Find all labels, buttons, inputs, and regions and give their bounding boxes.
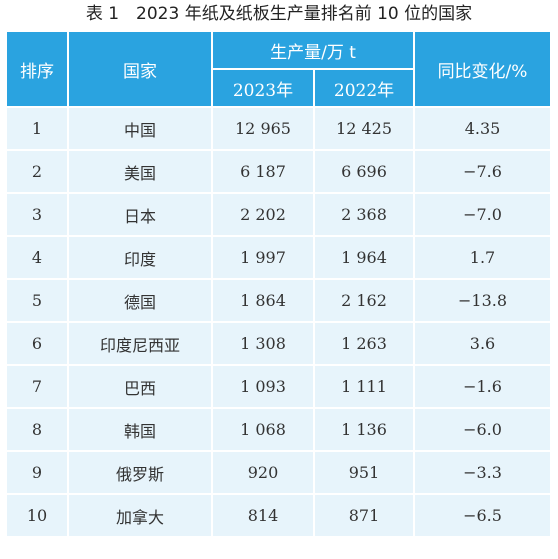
cell-2023: 6 187 xyxy=(211,149,315,194)
cell-country: 巴西 xyxy=(67,364,213,409)
cell-rank: 2 xyxy=(5,149,69,194)
cell-change: −1.6 xyxy=(413,364,553,409)
table-row: 8 韩国 1 068 1 136 −6.0 xyxy=(5,407,553,452)
table-row: 3 日本 2 202 2 368 −7.0 xyxy=(5,192,553,237)
cell-country: 俄罗斯 xyxy=(67,450,213,495)
cell-change: −7.6 xyxy=(413,149,553,194)
cell-rank: 4 xyxy=(5,235,69,280)
cell-change: 3.6 xyxy=(413,321,553,366)
cell-rank: 5 xyxy=(5,278,69,323)
header-row-top: 排序 国家 生产量/万 t 同比变化/% xyxy=(5,30,553,108)
cell-2022: 2 162 xyxy=(312,278,416,323)
table-row: 9 俄罗斯 920 951 −3.3 xyxy=(5,450,553,495)
cell-2023: 1 093 xyxy=(211,364,315,409)
cell-country: 德国 xyxy=(67,278,213,323)
cell-2022: 6 696 xyxy=(312,149,416,194)
header-rank: 排序 xyxy=(5,30,69,108)
table-row: 4 印度 1 997 1 964 1.7 xyxy=(5,235,553,280)
table-row: 1 中国 12 965 12 425 4.35 xyxy=(5,106,553,151)
cell-2022: 2 368 xyxy=(312,192,416,237)
cell-country: 韩国 xyxy=(67,407,213,452)
cell-country: 美国 xyxy=(67,149,213,194)
cell-country: 日本 xyxy=(67,192,213,237)
header-year-2023: 2023年 xyxy=(211,68,315,108)
table-row: 7 巴西 1 093 1 111 −1.6 xyxy=(5,364,553,409)
production-table: 排序 国家 生产量/万 t 同比变化/% 2023年 2022年 1 中国 12… xyxy=(5,30,553,538)
table-caption: 表 1 2023 年纸及纸板生产量排名前 10 位的国家 xyxy=(85,4,473,24)
header-row-years: 2023年 2022年 xyxy=(6,68,551,108)
cell-2023: 1 997 xyxy=(211,235,315,280)
cell-rank: 1 xyxy=(5,106,69,151)
cell-rank: 3 xyxy=(5,192,69,237)
cell-2023: 12 965 xyxy=(211,106,315,151)
cell-2022: 1 263 xyxy=(312,321,416,366)
cell-change: −13.8 xyxy=(413,278,553,323)
cell-2022: 1 136 xyxy=(312,407,416,452)
header-production: 生产量/万 t xyxy=(210,30,416,70)
cell-country: 中国 xyxy=(67,106,213,151)
cell-2022: 12 425 xyxy=(312,106,416,151)
cell-2023: 1 308 xyxy=(211,321,315,366)
table-row: 6 印度尼西亚 1 308 1 263 3.6 xyxy=(5,321,553,366)
table-row: 2 美国 6 187 6 696 −7.6 xyxy=(5,149,553,194)
header-country: 国家 xyxy=(67,30,213,108)
table-body: 1 中国 12 965 12 425 4.35 2 美国 6 187 6 696… xyxy=(5,106,553,538)
header-year-2022: 2022年 xyxy=(312,68,416,108)
cell-2023: 920 xyxy=(211,450,315,495)
cell-change: −6.0 xyxy=(413,407,553,452)
table-row: 10 加拿大 814 871 −6.5 xyxy=(5,493,553,538)
cell-2022: 1 111 xyxy=(312,364,416,409)
cell-2022: 1 964 xyxy=(312,235,416,280)
table-row: 5 德国 1 864 2 162 −13.8 xyxy=(5,278,553,323)
header-change: 同比变化/% xyxy=(413,30,553,108)
cell-2023: 1 864 xyxy=(211,278,315,323)
cell-change: −3.3 xyxy=(413,450,553,495)
cell-2022: 871 xyxy=(312,493,416,538)
cell-rank: 10 xyxy=(5,493,69,538)
cell-rank: 6 xyxy=(5,321,69,366)
cell-rank: 7 xyxy=(5,364,69,409)
cell-change: 1.7 xyxy=(413,235,553,280)
cell-2023: 814 xyxy=(211,493,315,538)
cell-2023: 1 068 xyxy=(211,407,315,452)
cell-rank: 8 xyxy=(5,407,69,452)
cell-change: −6.5 xyxy=(413,493,553,538)
cell-country: 印度 xyxy=(67,235,213,280)
cell-2022: 951 xyxy=(312,450,416,495)
cell-2023: 2 202 xyxy=(211,192,315,237)
cell-change: −7.0 xyxy=(413,192,553,237)
cell-rank: 9 xyxy=(5,450,69,495)
cell-country: 印度尼西亚 xyxy=(67,321,213,366)
cell-country: 加拿大 xyxy=(67,493,213,538)
cell-change: 4.35 xyxy=(413,106,553,151)
